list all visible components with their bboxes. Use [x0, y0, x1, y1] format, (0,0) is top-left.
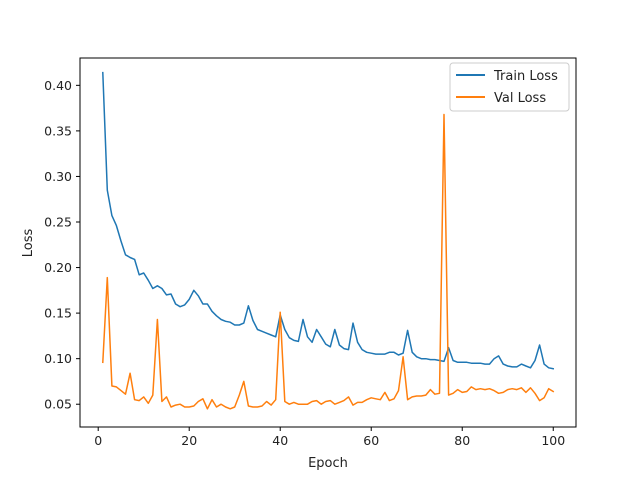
y-axis-label: Loss [21, 229, 36, 258]
x-tick-label: 100 [541, 433, 565, 448]
series-lines [102, 71, 555, 410]
x-axis-label: Epoch [308, 456, 348, 471]
x-tick-label: 20 [181, 433, 197, 448]
legend-val-loss-label: Val Loss [494, 91, 546, 106]
x-axis: 0 20 40 60 80 100 [94, 427, 565, 448]
x-tick-label: 0 [94, 433, 102, 448]
legend-train-loss-label: Train Loss [493, 69, 558, 84]
y-tick-label: 0.25 [44, 215, 72, 230]
series-line-val-loss [102, 113, 555, 410]
y-tick-label: 0.10 [44, 351, 72, 366]
series-line-train-loss [102, 71, 555, 370]
x-tick-label: 80 [454, 433, 470, 448]
y-tick-label: 0.05 [44, 397, 72, 412]
legend: Train Loss Val Loss [449, 62, 570, 112]
plot-frame [79, 57, 577, 428]
y-tick-label: 0.30 [44, 169, 72, 184]
y-tick-label: 0.40 [44, 78, 72, 93]
x-tick-label: 60 [363, 433, 379, 448]
y-tick-label: 0.35 [44, 123, 72, 138]
x-tick-label: 40 [272, 433, 288, 448]
y-tick-label: 0.15 [44, 306, 72, 321]
y-axis: 0.05 0.10 0.15 0.20 0.25 0.30 0.35 0.40 [44, 78, 80, 412]
y-tick-label: 0.20 [44, 260, 72, 275]
